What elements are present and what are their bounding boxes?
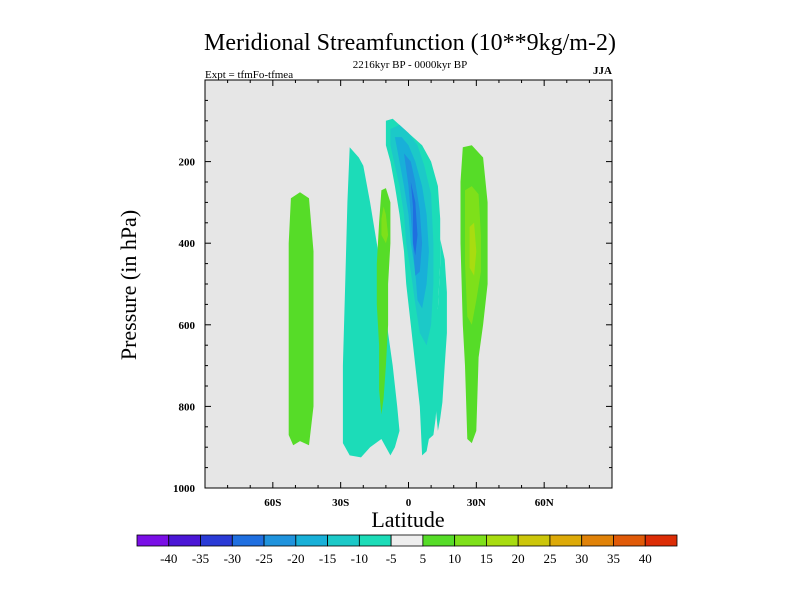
contour-region-8 <box>410 182 418 256</box>
colorbar-label: 40 <box>639 551 652 566</box>
colorbar-label: -10 <box>351 551 368 566</box>
y-tick-label: 600 <box>179 320 196 332</box>
y-tick-label: 200 <box>179 157 196 169</box>
colorbar-swatch <box>613 534 646 547</box>
colorbar-label: 20 <box>512 551 525 566</box>
chart-title: Meridional Streamfunction (10**9kg/m-2) <box>204 30 616 56</box>
colorbar-swatch <box>454 534 487 547</box>
colorbar-swatch <box>295 534 328 547</box>
contour-region-4 <box>435 239 447 431</box>
subtitle-right: JJA <box>593 65 612 77</box>
colorbar-swatch <box>422 534 456 547</box>
colorbar-swatch <box>327 534 360 547</box>
y-tick-label: 800 <box>179 401 196 413</box>
contour-region-10 <box>381 206 389 244</box>
colorbar-swatch <box>200 534 233 547</box>
contour-region-9 <box>376 188 391 415</box>
colorbar-label: -5 <box>386 551 397 566</box>
contour-region-2 <box>342 147 400 458</box>
x-tick-label: 30N <box>467 497 486 509</box>
colorbar-swatch <box>486 534 519 547</box>
colorbar-label: 15 <box>480 551 493 566</box>
colorbar-label: -25 <box>255 551 272 566</box>
colorbar-label: -15 <box>319 551 336 566</box>
x-tick-label: 60S <box>264 497 281 509</box>
colorbar-swatch <box>168 534 201 547</box>
colorbar-swatch <box>358 534 392 547</box>
colorbar-label: -35 <box>192 551 209 566</box>
x-axis-ticks: 60S 30S 0 30N 60N <box>227 80 590 509</box>
y-tick-label: 1000 <box>173 483 196 495</box>
y-axis-label: Pressure (in hPa) <box>116 210 141 360</box>
x-tick-label: 30S <box>332 497 349 509</box>
colorbar-swatch <box>581 534 614 547</box>
colorbar-swatch <box>231 534 265 547</box>
colorbar-label: 30 <box>575 551 588 566</box>
x-axis-label: Latitude <box>371 507 444 532</box>
colorbar-label: 5 <box>420 551 427 566</box>
colorbar: -40 -35 -30 -25 -20 -15 -10 -5 5 10 15 20 25 30 35 40 <box>136 534 678 566</box>
contour-region-1 <box>288 192 314 446</box>
colorbar-swatch <box>644 534 678 547</box>
subtitle-center: 2216kyr BP - 0000kyr BP <box>353 59 468 71</box>
y-axis-ticks: 200 400 600 800 1000 <box>173 99 612 495</box>
colorbar-label: 25 <box>543 551 556 566</box>
x-tick-label: 0 <box>406 497 412 509</box>
colorbar-swatch <box>517 534 551 547</box>
colorbar-label: -20 <box>287 551 304 566</box>
contour-region-13 <box>469 222 477 276</box>
contour-regions <box>288 118 488 458</box>
colorbar-swatch <box>390 534 424 547</box>
colorbar-label: -30 <box>224 551 241 566</box>
y-tick-label: 400 <box>179 238 196 250</box>
x-tick-label: 60N <box>535 497 554 509</box>
subtitle-left: Expt = tfmFo-tfmea <box>205 69 293 81</box>
colorbar-swatch <box>136 534 170 547</box>
colorbar-label: 10 <box>448 551 461 566</box>
colorbar-label: -40 <box>160 551 177 566</box>
colorbar-label: 35 <box>607 551 620 566</box>
colorbar-swatch <box>263 534 297 547</box>
colorbar-swatch <box>549 534 583 547</box>
